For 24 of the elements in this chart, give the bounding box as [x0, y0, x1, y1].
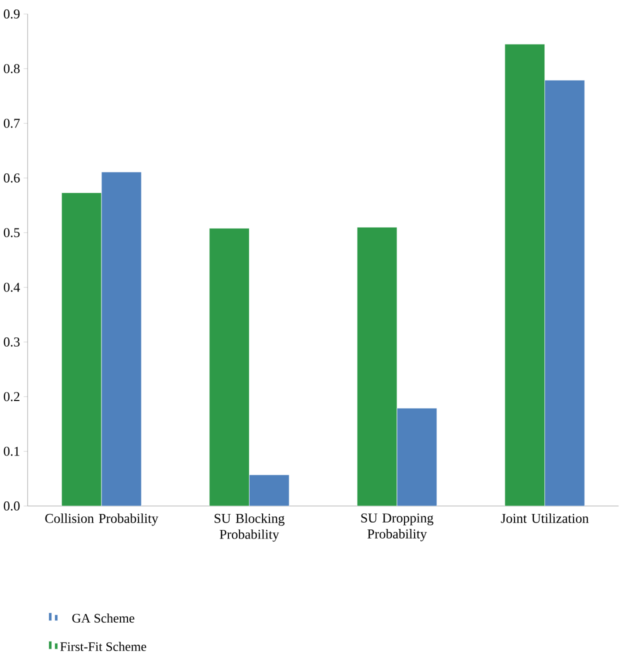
y-tick-label: 0.8: [4, 64, 20, 74]
y-tick-label: 0.1: [4, 446, 20, 456]
bar: [101, 172, 142, 506]
y-tick-label: 0.6: [4, 173, 20, 183]
bar: [62, 192, 102, 506]
bar: [544, 80, 586, 506]
y-tick-label: 0.4: [4, 282, 20, 292]
y-tick-label: 0.2: [4, 392, 20, 402]
x-tick-label: Joint Utilization: [501, 514, 589, 523]
bar: [249, 474, 290, 506]
y-tick-label: 0.0: [4, 501, 20, 511]
y-tick-label: 0.7: [4, 118, 20, 128]
x-tick-label: SU Blocking Probability: [214, 514, 285, 542]
bar: [396, 408, 438, 506]
bar: [504, 44, 546, 506]
bar: [209, 228, 250, 506]
x-tick-label: Collision Probability: [45, 514, 158, 526]
y-tick-label: 0.9: [4, 9, 20, 19]
legend-label: GA Scheme: [72, 614, 134, 623]
legend-label: First-Fit Scheme: [60, 642, 146, 652]
x-tick-label: SU Dropping Probability: [361, 514, 434, 542]
y-tick-label: 0.3: [4, 337, 20, 347]
bar: [357, 227, 398, 506]
y-tick-label: 0.5: [4, 228, 20, 238]
